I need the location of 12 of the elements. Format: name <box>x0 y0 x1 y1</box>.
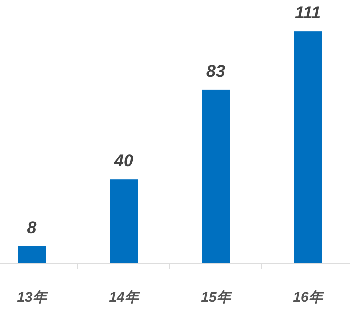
x-tick-label: 14年 <box>109 289 141 305</box>
data-label: 83 <box>206 62 226 81</box>
x-tick-label: 16年 <box>293 289 325 305</box>
data-label: 111 <box>295 4 321 23</box>
x-tick-label: 15年 <box>201 289 233 305</box>
bar <box>18 246 46 263</box>
bar <box>110 180 138 263</box>
bar <box>202 90 230 263</box>
x-tick-label: 13年 <box>17 289 49 305</box>
data-label: 40 <box>114 152 134 171</box>
bar <box>294 32 322 263</box>
data-label: 8 <box>27 218 38 238</box>
